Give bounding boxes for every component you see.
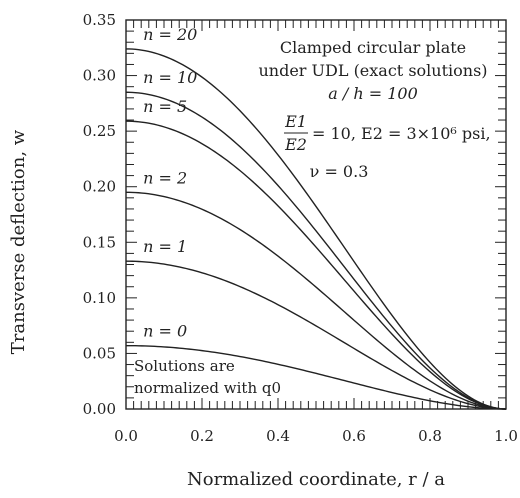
- annotation-modulus-values: = 10, E2 = 3×10⁶ psi,: [312, 124, 491, 143]
- y-tick-label: 0.35: [83, 11, 116, 29]
- annotation-block: Clamped circular plate under UDL (exact …: [258, 38, 490, 181]
- series-labels: n = 20 n = 10 n = 5 n = 2 n = 1 n = 0: [143, 25, 197, 341]
- annotation-poisson: ν = 0.3: [310, 162, 369, 181]
- note-line1: Solutions are: [134, 357, 235, 375]
- x-tick-label: 0.6: [342, 427, 366, 445]
- y-tick-label: 0.10: [83, 289, 116, 307]
- y-tick-label: 0.25: [83, 122, 116, 140]
- annotation-title-line1: Clamped circular plate: [280, 38, 466, 57]
- annotation-modulus-denominator: E2: [284, 135, 307, 154]
- annotation-modulus-numerator: E1: [284, 112, 307, 131]
- tick-labels: 0.0 0.2 0.4 0.6 0.8 1.0 0.00 0.05 0.10 0.15 0.20 0.…: [83, 11, 518, 445]
- series-line-4: [125, 260, 507, 410]
- series-line-5: [125, 344, 507, 410]
- series-label-0: n = 20: [143, 25, 197, 44]
- y-tick-label: 0.20: [83, 178, 116, 196]
- annotation-title-line2: under UDL (exact solutions): [258, 61, 487, 80]
- x-tick-label: 0.2: [190, 427, 214, 445]
- series-line-2: [125, 120, 507, 410]
- series-lines: [125, 48, 507, 410]
- annotation-ratio: a / h = 100: [328, 84, 418, 103]
- note-line2: normalized with q0: [134, 379, 281, 397]
- series-label-1: n = 10: [143, 68, 197, 87]
- series-label-4: n = 1: [143, 237, 187, 256]
- x-tick-label: 0.4: [266, 427, 290, 445]
- series-line-1: [125, 91, 507, 410]
- series-label-5: n = 0: [143, 322, 187, 341]
- y-tick-label: 0.30: [83, 67, 116, 85]
- x-tick-label: 0.8: [418, 427, 442, 445]
- y-tick-label: 0.00: [83, 400, 116, 418]
- series-label-2: n = 5: [143, 97, 187, 116]
- series-label-3: n = 2: [143, 168, 187, 187]
- series-line-0: [125, 48, 507, 410]
- tick-marks: [125, 19, 507, 410]
- normalization-note: Solutions are normalized with q0: [134, 357, 281, 397]
- x-tick-label: 0.0: [114, 427, 138, 445]
- x-tick-label: 1.0: [494, 427, 518, 445]
- x-axis-label: Normalized coordinate, r / a: [187, 469, 445, 490]
- y-axis-label: Transverse deflection, w: [8, 129, 29, 354]
- y-tick-label: 0.05: [83, 344, 116, 362]
- y-tick-label: 0.15: [83, 233, 116, 251]
- series-line-3: [125, 191, 507, 410]
